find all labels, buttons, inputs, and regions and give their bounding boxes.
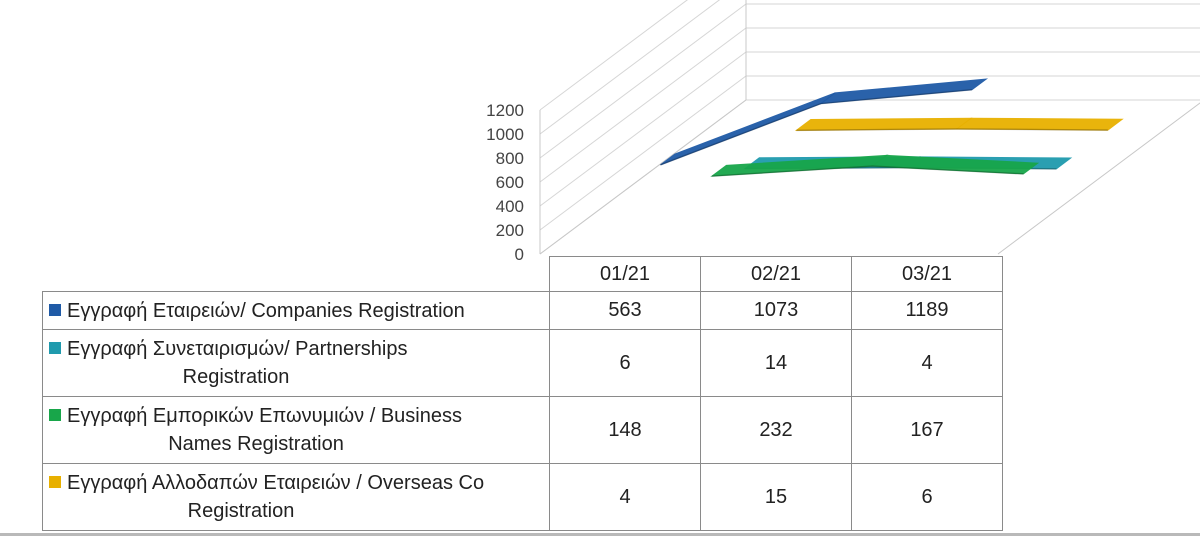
- chart-gridlines: [539, 0, 1200, 255]
- table-cell: 4: [549, 463, 701, 531]
- table-row: Εγγραφή Εταιρειών/ Companies Registratio…: [42, 291, 1003, 330]
- table-header-row: 01/21 02/21 03/21: [42, 256, 1003, 292]
- table-cell: 167: [851, 396, 1003, 464]
- row-label: Εγγραφή Εταιρειών/ Companies Registratio…: [42, 291, 550, 330]
- column-header: 01/21: [549, 256, 701, 292]
- gridline: [539, 0, 688, 111]
- legend-swatch-partnerships: [49, 342, 61, 354]
- table-cell: 14: [700, 329, 852, 397]
- legend-swatch-business-names: [49, 409, 61, 421]
- y-tick-label: 400: [496, 197, 524, 216]
- row-label-text: Εγγραφή Εταιρειών/ Companies Registratio…: [67, 299, 465, 322]
- gridline: [539, 0, 721, 135]
- table-row: Εγγραφή Συνεταιρισμών/ Partnerships Regi…: [42, 329, 1003, 397]
- table-row: Εγγραφή Εμπορικών Επωνυμιών / Business N…: [42, 396, 1003, 464]
- row-label-text: Εγγραφή Αλλοδαπών Εταιρειών / Overseas C…: [67, 472, 485, 494]
- row-label-text: Εγγραφή Συνεταιρισμών/ Partnerships: [67, 338, 408, 360]
- row-label: Εγγραφή Συνεταιρισμών/ Partnerships Regi…: [42, 329, 550, 397]
- row-label-text-line2: Registration: [182, 366, 290, 388]
- series-line: [796, 128, 1108, 132]
- table-cell: 15: [700, 463, 852, 531]
- row-label-text-line2: Registration: [187, 500, 295, 522]
- table-cell: 4: [851, 329, 1003, 397]
- axis-edge: [997, 102, 1200, 255]
- column-header: 03/21: [851, 256, 1003, 292]
- table-cell: 1073: [700, 291, 852, 330]
- y-tick-label: 1200: [486, 101, 524, 120]
- y-tick-label: 600: [496, 173, 524, 192]
- series-ribbon-segment: [870, 154, 1040, 175]
- y-tick-label: 0: [515, 245, 524, 264]
- table-cell: 1189: [851, 291, 1003, 330]
- series-line: [660, 89, 972, 166]
- legend-swatch-overseas: [49, 476, 61, 488]
- y-tick-label: 1000: [486, 125, 524, 144]
- table-cell: 6: [549, 329, 701, 397]
- table-cell: 232: [700, 396, 852, 464]
- table-cell: 148: [549, 396, 701, 464]
- column-header: 02/21: [700, 256, 852, 292]
- row-label-text: Εγγραφή Εμπορικών Επωνυμιών / Business: [67, 405, 462, 427]
- y-tick-label: 200: [496, 221, 524, 240]
- table-cell: 563: [549, 291, 701, 330]
- series-ribbon-segment: [955, 117, 1124, 131]
- data-table: 01/21 02/21 03/21 Εγγραφή Εταιρειών/ Com…: [42, 256, 1003, 531]
- series-ribbon-segment: [819, 78, 989, 105]
- row-label: Εγγραφή Αλλοδαπών Εταιρειών / Overseas C…: [42, 463, 550, 531]
- series-ribbons: [660, 78, 1124, 177]
- series-line: [711, 165, 1024, 177]
- row-label-text-line2: Names Registration: [168, 433, 344, 455]
- axis-edge: [539, 99, 747, 255]
- gridline: [539, 3, 1200, 159]
- y-axis-ticks: 1200 1000 800 600 400 200 0: [486, 101, 524, 264]
- legend-swatch-companies: [49, 303, 61, 316]
- bottom-divider: [0, 533, 1200, 536]
- table-cell: 6: [851, 463, 1003, 531]
- table-corner: [42, 256, 550, 292]
- row-label: Εγγραφή Εμπορικών Επωνυμιών / Business N…: [42, 396, 550, 464]
- table-row: Εγγραφή Αλλοδαπών Εταιρειών / Overseas C…: [42, 463, 1003, 531]
- y-tick-label: 800: [496, 149, 524, 168]
